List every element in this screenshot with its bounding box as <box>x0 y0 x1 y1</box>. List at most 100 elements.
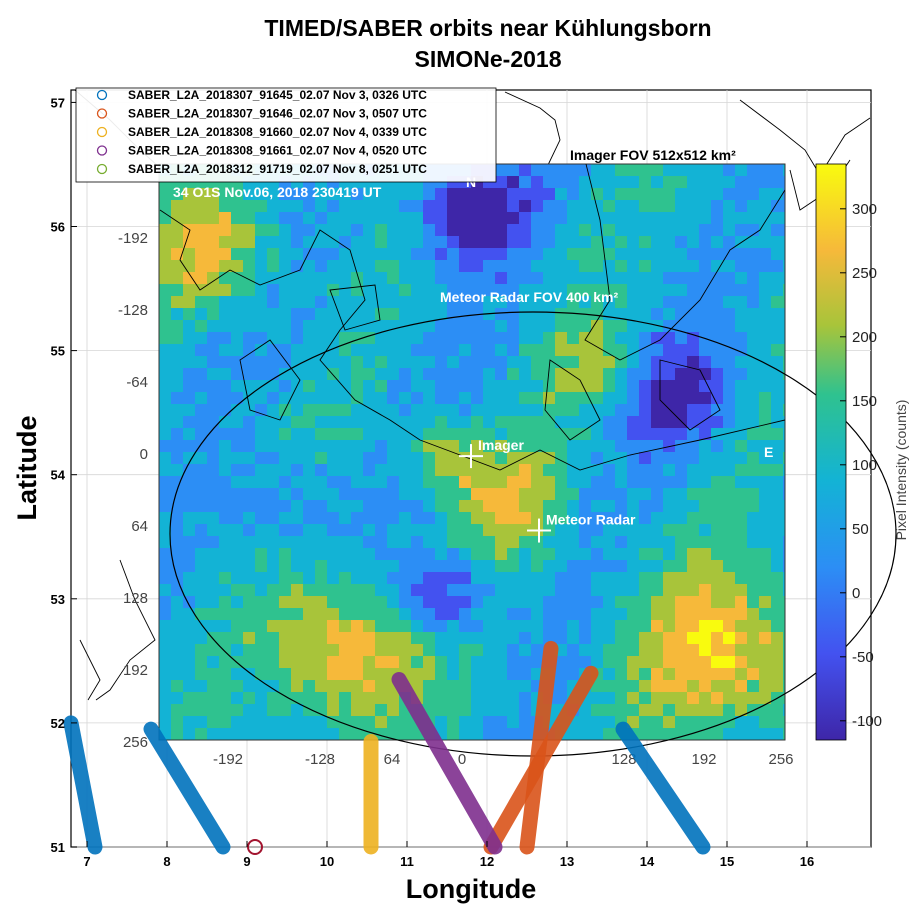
image-pixel <box>279 500 291 512</box>
image-pixel <box>483 596 495 608</box>
image-pixel <box>495 644 507 656</box>
image-pixel <box>207 500 219 512</box>
image-pixel <box>495 692 507 704</box>
image-pixel <box>315 692 327 704</box>
image-pixel <box>447 488 459 500</box>
image-pixel <box>423 584 435 596</box>
image-pixel <box>291 608 303 620</box>
image-pixel <box>231 380 243 392</box>
image-pixel <box>435 608 447 620</box>
image-pixel <box>687 452 699 464</box>
image-pixel <box>567 416 579 428</box>
image-pixel <box>375 680 387 692</box>
image-pixel <box>363 368 375 380</box>
image-pixel <box>627 644 639 656</box>
image-pixel <box>759 608 771 620</box>
image-pixel <box>651 644 663 656</box>
image-pixel <box>723 236 735 248</box>
image-pixel <box>183 524 195 536</box>
image-pixel <box>495 728 507 740</box>
image-pixel <box>567 176 579 188</box>
image-pixel <box>327 200 339 212</box>
image-pixel <box>687 548 699 560</box>
image-pixel <box>315 536 327 548</box>
image-pixel <box>663 584 675 596</box>
image-pixel <box>387 560 399 572</box>
image-pixel <box>399 284 411 296</box>
image-pixel <box>243 512 255 524</box>
image-pixel <box>531 608 543 620</box>
image-pixel <box>723 224 735 236</box>
image-pixel <box>231 620 243 632</box>
image-pixel <box>207 308 219 320</box>
image-pixel <box>747 428 759 440</box>
image-pixel <box>399 260 411 272</box>
image-pixel <box>531 584 543 596</box>
image-pixel <box>531 248 543 260</box>
image-pixel <box>447 428 459 440</box>
image-pixel <box>771 488 783 500</box>
image-pixel <box>363 524 375 536</box>
image-pixel <box>447 608 459 620</box>
image-pixel <box>375 620 387 632</box>
image-pixel <box>471 500 483 512</box>
image-pixel <box>759 224 771 236</box>
image-pixel <box>651 164 663 176</box>
image-pixel <box>435 260 447 272</box>
image-pixel <box>603 356 615 368</box>
image-pixel <box>435 584 447 596</box>
image-pixel <box>639 212 651 224</box>
image-pixel <box>555 464 567 476</box>
image-pixel <box>699 548 711 560</box>
x-tick-label: 15 <box>720 854 734 869</box>
image-pixel <box>459 680 471 692</box>
image-pixel <box>759 200 771 212</box>
image-pixel <box>651 188 663 200</box>
image-pixel <box>219 548 231 560</box>
image-pixel <box>507 716 519 728</box>
image-pixel <box>483 500 495 512</box>
image-pixel <box>663 512 675 524</box>
image-pixel <box>255 548 267 560</box>
image-pixel <box>315 548 327 560</box>
image-pixel <box>627 236 639 248</box>
image-pixel <box>543 272 555 284</box>
image-pixel <box>639 404 651 416</box>
image-pixel <box>723 560 735 572</box>
image-pixel <box>495 332 507 344</box>
image-pixel <box>327 452 339 464</box>
image-pixel <box>351 260 363 272</box>
image-pixel <box>555 308 567 320</box>
image-pixel <box>411 272 423 284</box>
image-pixel <box>219 512 231 524</box>
image-pixel <box>351 512 363 524</box>
image-pixel <box>207 392 219 404</box>
image-pixel <box>339 272 351 284</box>
image-pixel <box>423 524 435 536</box>
image-pixel <box>303 596 315 608</box>
image-pixel <box>327 224 339 236</box>
image-pixel <box>591 248 603 260</box>
image-pixel <box>255 212 267 224</box>
image-pixel <box>411 188 423 200</box>
image-pixel <box>639 188 651 200</box>
image-pixel <box>699 404 711 416</box>
image-pixel <box>363 308 375 320</box>
image-pixel <box>195 332 207 344</box>
image-pixel <box>303 548 315 560</box>
image-pixel <box>555 344 567 356</box>
image-pixel <box>579 344 591 356</box>
image-pixel <box>483 620 495 632</box>
image-pixel <box>711 344 723 356</box>
image-pixel <box>447 656 459 668</box>
image-pixel <box>423 416 435 428</box>
image-pixel <box>243 596 255 608</box>
image-pixel <box>159 404 171 416</box>
image-pixel <box>471 344 483 356</box>
image-pixel <box>375 236 387 248</box>
image-pixel <box>663 176 675 188</box>
image-pixel <box>411 344 423 356</box>
image-pixel <box>507 500 519 512</box>
image-pixel <box>507 608 519 620</box>
image-pixel <box>351 404 363 416</box>
